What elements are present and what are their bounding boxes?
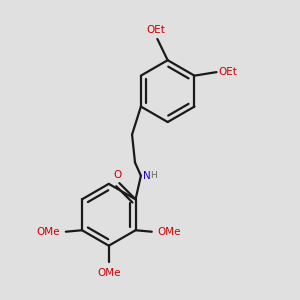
Text: OMe: OMe: [97, 268, 121, 278]
Text: OMe: OMe: [158, 227, 181, 237]
Text: H: H: [150, 171, 157, 180]
Text: OMe: OMe: [36, 227, 60, 237]
Text: OEt: OEt: [218, 67, 237, 77]
Text: N: N: [143, 171, 151, 181]
Text: OEt: OEt: [146, 26, 165, 35]
Text: O: O: [113, 169, 121, 180]
